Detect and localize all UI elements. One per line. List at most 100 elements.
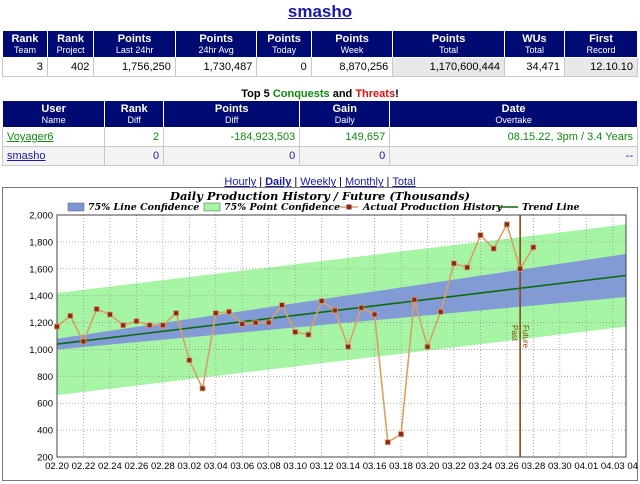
rivals-header-3-sublabel: Daily xyxy=(334,115,355,125)
x-tick-label: 03.16 xyxy=(363,461,387,472)
x-tick-label: 03.06 xyxy=(230,461,254,472)
rivals-header-0: User Name xyxy=(1,100,106,128)
stats-header-3-label: Points xyxy=(199,33,233,45)
page-title[interactable]: smasho xyxy=(287,2,353,21)
rivals-header-1: Rank Diff xyxy=(104,100,165,128)
x-tick-label: 03.10 xyxy=(283,461,307,472)
rivals-header-3: Gain Daily xyxy=(299,100,391,128)
stats-header-8: First Record xyxy=(563,30,639,58)
stats-header-0-sublabel: Team xyxy=(13,45,36,55)
rivals-cell-overtake: -- xyxy=(389,146,638,166)
rivals-table: User Name Rank Diff Points Diff Gain Daily Date O… xyxy=(1,100,638,166)
data-point xyxy=(67,312,74,319)
tab-separator: | xyxy=(259,176,263,188)
x-tick-label: 03.18 xyxy=(389,461,413,472)
rivals-header-3-label: Gain xyxy=(332,103,357,115)
legend-label: 75% Point Confidence xyxy=(224,202,340,213)
data-point xyxy=(424,343,431,350)
stats-header-1-label: Rank xyxy=(57,33,85,45)
top5-and: and xyxy=(329,88,356,100)
rivals-header-4: Date Overtake xyxy=(389,100,638,128)
y-tick-label: 2,000 xyxy=(29,211,53,222)
stats-header-3: Points 24hr Avg xyxy=(174,30,258,58)
data-point xyxy=(173,310,179,317)
x-tick-label: 04.05 xyxy=(627,461,638,472)
data-point xyxy=(80,338,87,345)
x-tick-label: 02.20 xyxy=(45,461,69,472)
tab-total[interactable]: Total xyxy=(392,176,416,188)
top5-conquests: Conquests xyxy=(272,88,330,100)
x-tick-label: 04.03 xyxy=(601,461,625,472)
stats-header-6-label: Points xyxy=(431,33,466,45)
y-tick-label: 1,800 xyxy=(29,237,53,248)
data-point xyxy=(226,308,232,315)
rivals-header-4-label: Date xyxy=(501,103,526,115)
data-point xyxy=(318,298,325,304)
stats-header-0: Rank Team xyxy=(2,30,48,58)
stats-header-5-sublabel: Week xyxy=(340,45,364,55)
stats-header-1: Rank Project xyxy=(46,30,95,58)
rivals-cell-gain: 0 xyxy=(299,146,391,166)
top5-threats: Threats xyxy=(355,88,396,100)
data-point xyxy=(93,306,100,313)
stats-header-4-sublabel: Today xyxy=(272,45,297,55)
legend-label: Actual Production History xyxy=(362,202,504,213)
tab-separator: | xyxy=(294,176,298,188)
data-point xyxy=(398,431,404,438)
stats-cell-7: 34,471 xyxy=(503,57,565,77)
production-chart: Daily Production History / Future (Thous… xyxy=(2,187,640,484)
rivals-cell-points_diff: 0 xyxy=(163,146,301,166)
x-tick-label: 02.24 xyxy=(98,461,122,472)
y-tick-label: 1,600 xyxy=(29,264,53,275)
data-point xyxy=(107,311,113,318)
rivals-cell-name: smasho xyxy=(1,146,106,166)
rivals-cell-rank_diff: 2 xyxy=(104,127,165,147)
rivals-header-0-sublabel: Name xyxy=(41,115,66,125)
x-tick-label: 03.14 xyxy=(336,461,360,472)
data-point xyxy=(265,319,272,326)
tab-daily[interactable]: Daily xyxy=(265,176,292,188)
data-point xyxy=(146,322,153,329)
stats-header-7: WUs Total xyxy=(503,30,565,58)
rivals-header-1-sublabel: Diff xyxy=(127,115,141,125)
tab-hourly[interactable]: Hourly xyxy=(224,176,257,188)
stats-cell-8: 12.10.10 xyxy=(563,57,639,77)
trend-line xyxy=(56,274,627,345)
tab-weekly[interactable]: Weekly xyxy=(300,176,337,188)
stats-header-7-label: WUs xyxy=(522,33,547,45)
x-tick-label: 03.26 xyxy=(495,461,519,472)
stats-header-3-sublabel: 24hr Avg xyxy=(198,45,234,55)
rivals-cell-name: Voyager6 xyxy=(1,127,106,147)
data-point xyxy=(384,439,391,446)
y-tick-label: 600 xyxy=(37,399,53,410)
user-link[interactable]: smasho xyxy=(7,150,46,162)
x-tick-label: 02.26 xyxy=(125,461,149,472)
data-point xyxy=(437,308,444,315)
stats-header-1-sublabel: Project xyxy=(56,45,85,55)
legend-label: 75% Line Confidence xyxy=(88,202,199,213)
legend-swatch-line-confidence xyxy=(67,202,85,212)
rivals-header-2: Points Diff xyxy=(163,100,301,128)
data-point xyxy=(120,322,127,329)
data-point xyxy=(345,343,352,350)
past-label: Past xyxy=(510,325,519,342)
future-label: Future xyxy=(521,325,530,349)
rivals-row: Voyager6 2 -184,923,503 149,657 08.15.22, 3p… xyxy=(1,127,638,147)
top5-prefix: Top 5 xyxy=(241,88,273,100)
rivals-cell-points_diff: -184,923,503 xyxy=(163,127,301,147)
data-point xyxy=(159,322,166,329)
stats-header-7-sublabel: Total xyxy=(524,45,544,55)
stats-cell-6: 1,170,600,444 xyxy=(392,57,505,77)
user-link[interactable]: Voyager6 xyxy=(7,131,54,143)
tab-monthly[interactable]: Monthly xyxy=(344,176,384,188)
data-point xyxy=(464,264,471,271)
y-tick-label: 400 xyxy=(37,426,53,437)
rivals-header-0-label: User xyxy=(41,103,66,115)
stats-header-6: Points Total xyxy=(392,30,505,58)
data-point xyxy=(279,302,285,308)
data-point xyxy=(371,311,378,318)
stats-header-5: Points Week xyxy=(310,30,394,58)
data-point xyxy=(358,304,365,311)
data-point xyxy=(212,310,219,317)
tab-separator: | xyxy=(339,176,342,188)
